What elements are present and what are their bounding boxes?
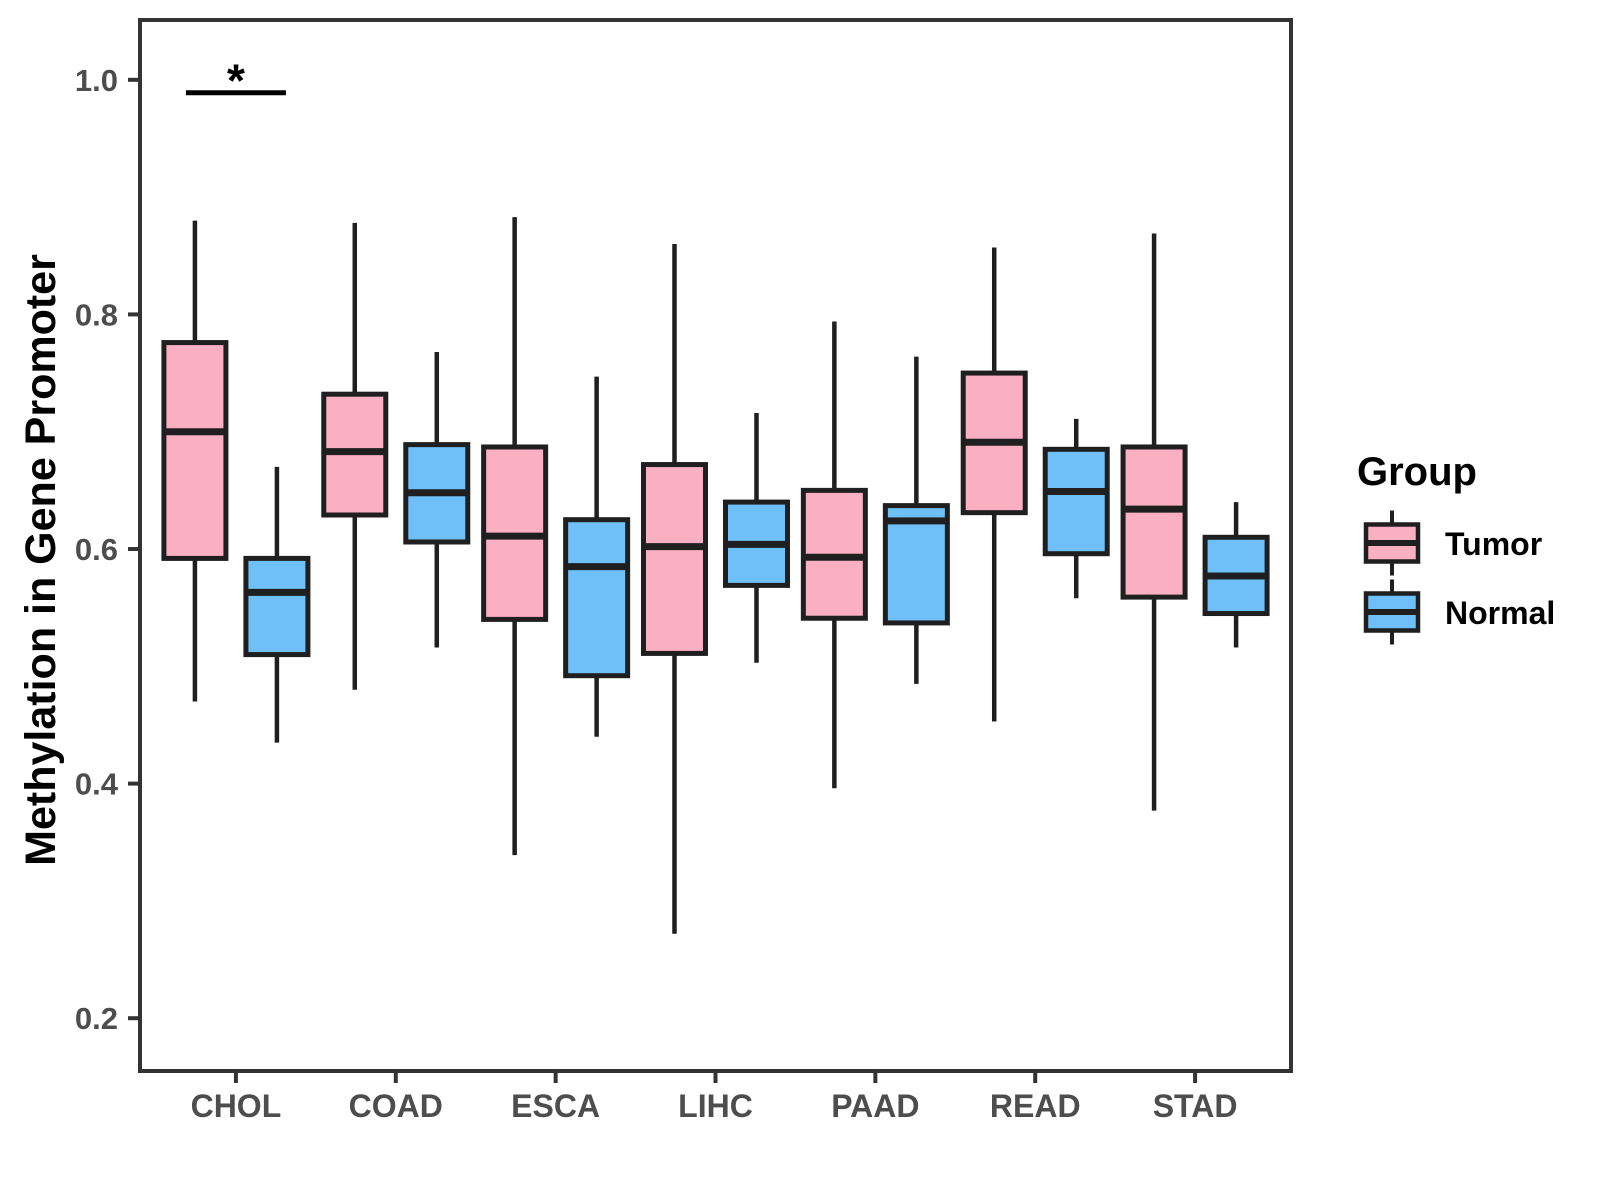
x-tick-label: LIHC <box>678 1088 753 1124</box>
boxplot-COAD-Normal <box>403 351 471 648</box>
x-tick-label: COAD <box>349 1088 443 1124</box>
iqr-box <box>1120 444 1188 600</box>
x-tick-label: PAAD <box>831 1088 919 1124</box>
iqr-box <box>243 555 311 658</box>
boxplot-STAD-Normal <box>1202 502 1270 648</box>
y-tick-label: 0.8 <box>75 297 118 332</box>
legend: Group Tumor Normal <box>1357 450 1555 645</box>
boxplot-READ-Tumor <box>960 247 1028 722</box>
y-axis-title: Methylation in Gene Promoter <box>17 254 65 866</box>
axes: 1.0 0.8 0.6 0.4 0.2 CHOL COAD ESCA LIHC PAAD READ S… <box>75 63 1238 1124</box>
x-tick-label: STAD <box>1153 1088 1238 1124</box>
y-tick-label: 0.4 <box>75 767 119 802</box>
iqr-box <box>161 340 229 561</box>
boxplot-CHOL-Tumor <box>161 220 229 702</box>
boxplots <box>161 217 1270 934</box>
legend-title: Group <box>1357 450 1477 494</box>
significance-star: * <box>227 55 245 107</box>
boxplot-CHOL-Normal <box>243 466 311 743</box>
boxplot-STAD-Tumor <box>1120 233 1188 811</box>
x-tick-label: ESCA <box>511 1088 600 1124</box>
boxplot-PAAD-Tumor <box>800 321 868 789</box>
legend-items: Tumor Normal <box>1363 510 1555 645</box>
annotations: * <box>185 55 286 107</box>
boxplot-COAD-Tumor <box>321 222 389 690</box>
boxplot-LIHC-Tumor <box>641 244 708 934</box>
legend-item-label: Tumor <box>1445 526 1542 562</box>
x-tick-label: CHOL <box>191 1088 282 1124</box>
x-tick-label: READ <box>990 1088 1081 1124</box>
legend-item-label: Normal <box>1445 595 1555 631</box>
boxplot-ESCA-Normal <box>563 376 631 737</box>
boxplot-ESCA-Tumor <box>481 217 549 856</box>
y-tick-label: 1.0 <box>75 63 118 98</box>
y-tick-label: 0.2 <box>75 1001 118 1036</box>
iqr-box <box>563 517 631 679</box>
plot-panel <box>138 18 1293 1073</box>
panel-border <box>138 18 1293 1073</box>
legend-item-tumor: Tumor <box>1363 510 1542 576</box>
iqr-box <box>641 462 708 656</box>
boxplot-READ-Normal <box>1042 418 1110 599</box>
y-tick-label: 0.6 <box>75 532 118 567</box>
legend-item-normal: Normal <box>1363 579 1555 645</box>
iqr-box <box>882 503 950 626</box>
boxplot-PAAD-Normal <box>882 356 950 684</box>
boxplot-LIHC-Normal <box>723 412 790 663</box>
iqr-box <box>1042 446 1110 557</box>
